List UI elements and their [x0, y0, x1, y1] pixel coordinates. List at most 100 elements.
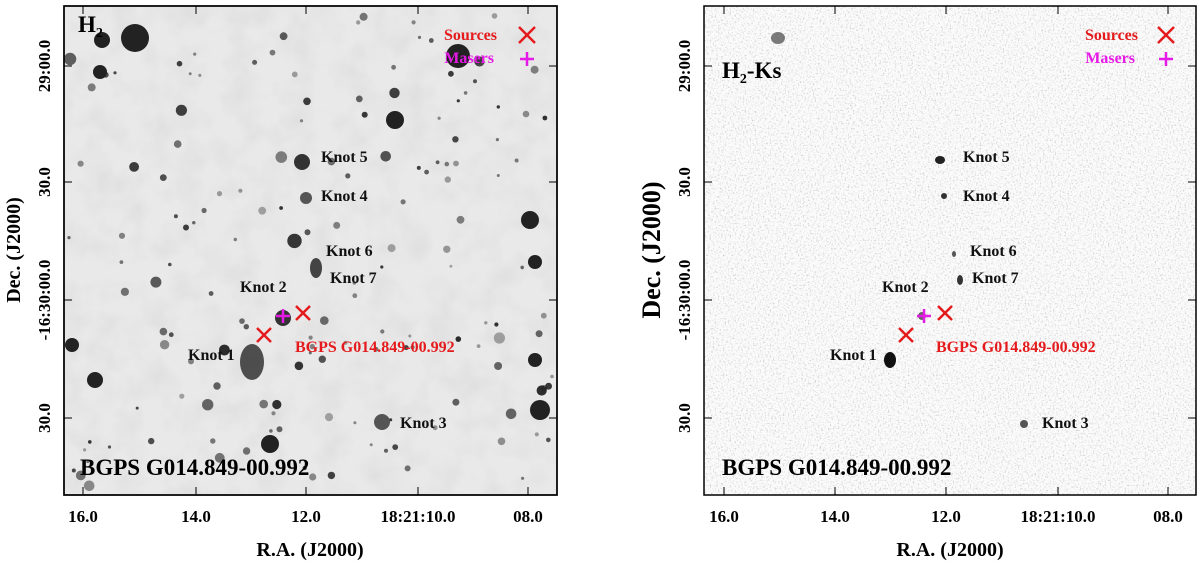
star: [416, 165, 421, 170]
star: [403, 345, 409, 351]
star: [355, 95, 363, 103]
star: [424, 169, 429, 175]
y-tick-label: 30.0: [35, 403, 54, 433]
y-axis-label: Dec. (J2000): [3, 197, 25, 303]
star: [392, 444, 399, 450]
x-tick-label: 12.0: [931, 507, 961, 526]
star: [120, 287, 129, 296]
star: [168, 332, 174, 338]
y-tick-label: 29:00.0: [675, 40, 694, 92]
right-image-panel: 16.0 14.0 12.0 18:21:10.0 08.0 29:00.0 3…: [600, 0, 1200, 568]
star: [269, 429, 273, 433]
star: [269, 49, 276, 56]
plus-icon: [520, 52, 534, 66]
source-label: BGPS G014.849-00.992: [295, 339, 455, 356]
star: [252, 59, 258, 65]
star: [476, 344, 481, 348]
star: [437, 116, 441, 120]
star: [210, 438, 216, 444]
star: [150, 276, 162, 288]
star: [520, 265, 524, 270]
field-name: BGPS G014.849-00.992: [80, 455, 309, 480]
knot-label: Knot 1: [188, 347, 235, 364]
star: [333, 221, 341, 229]
star: [242, 447, 251, 455]
knot-label: Knot 6: [970, 243, 1017, 260]
legend-masers-label: Masers: [1085, 50, 1135, 67]
star-field: [64, 12, 554, 492]
legend-sources-label: Sources: [444, 27, 497, 44]
star: [238, 188, 243, 193]
star: [304, 229, 311, 236]
x-tick-label: 14.0: [820, 507, 850, 526]
legend-sources-label: Sources: [1085, 27, 1138, 44]
star: [361, 111, 368, 118]
star: [276, 426, 283, 433]
star: [545, 382, 552, 390]
star: [444, 161, 450, 167]
x-tick-label: 18:21:10.0: [380, 507, 455, 526]
star: [271, 411, 276, 416]
star: [198, 73, 202, 77]
star: [495, 138, 499, 142]
star: [327, 471, 336, 480]
star: [484, 321, 488, 325]
star: [309, 343, 315, 350]
star: [294, 361, 304, 371]
star: [453, 160, 459, 167]
star: [83, 448, 87, 452]
star: [308, 335, 313, 340]
star: [87, 372, 103, 388]
star: [324, 413, 334, 422]
star: [452, 136, 459, 143]
y-tick-label: -16:30:00.0: [675, 260, 694, 341]
star: [192, 221, 196, 225]
star: [261, 435, 279, 453]
y-tick-label: -16:30:00.0: [35, 260, 54, 341]
knot-label: Knot 5: [963, 149, 1010, 166]
star: [77, 160, 84, 167]
star: [494, 362, 503, 370]
star: [299, 119, 304, 123]
star: [528, 353, 542, 367]
star: [65, 338, 79, 352]
y-axis-label: Dec. (J2000): [637, 181, 666, 318]
star: [275, 151, 288, 163]
star: [188, 358, 194, 365]
star: [279, 206, 283, 210]
knot-label: Knot 6: [326, 243, 373, 260]
star: [175, 104, 187, 116]
knot-label: Knot 2: [240, 279, 287, 296]
plus-icon: [1159, 52, 1173, 66]
star: [542, 115, 548, 121]
star: [463, 91, 468, 95]
star: [534, 432, 539, 437]
star: [493, 332, 505, 344]
star: [404, 465, 411, 472]
star: [449, 264, 453, 268]
star: [428, 38, 434, 43]
star: [386, 111, 404, 129]
filter-label: H2-Ks: [722, 58, 781, 87]
star: [536, 385, 547, 396]
star: [514, 158, 519, 163]
plus-icon: [917, 309, 931, 323]
knot-label: Knot 3: [400, 415, 447, 432]
x-axis-label: R.A. (J2000): [256, 539, 363, 561]
star: [102, 71, 109, 78]
star: [448, 70, 454, 77]
star: [272, 399, 282, 410]
star: [287, 233, 302, 249]
star: [159, 340, 170, 350]
star: [353, 421, 357, 425]
star: [521, 211, 539, 229]
plus-icon: [276, 309, 290, 323]
x-tick-label: 14.0: [181, 507, 211, 526]
star: [259, 399, 269, 409]
knot-label: Knot 3: [1042, 415, 1089, 432]
star: [94, 32, 110, 48]
star: [505, 408, 517, 420]
filter-label: H2: [78, 12, 103, 41]
star: [107, 445, 112, 449]
x-tick-label: 16.0: [68, 507, 98, 526]
